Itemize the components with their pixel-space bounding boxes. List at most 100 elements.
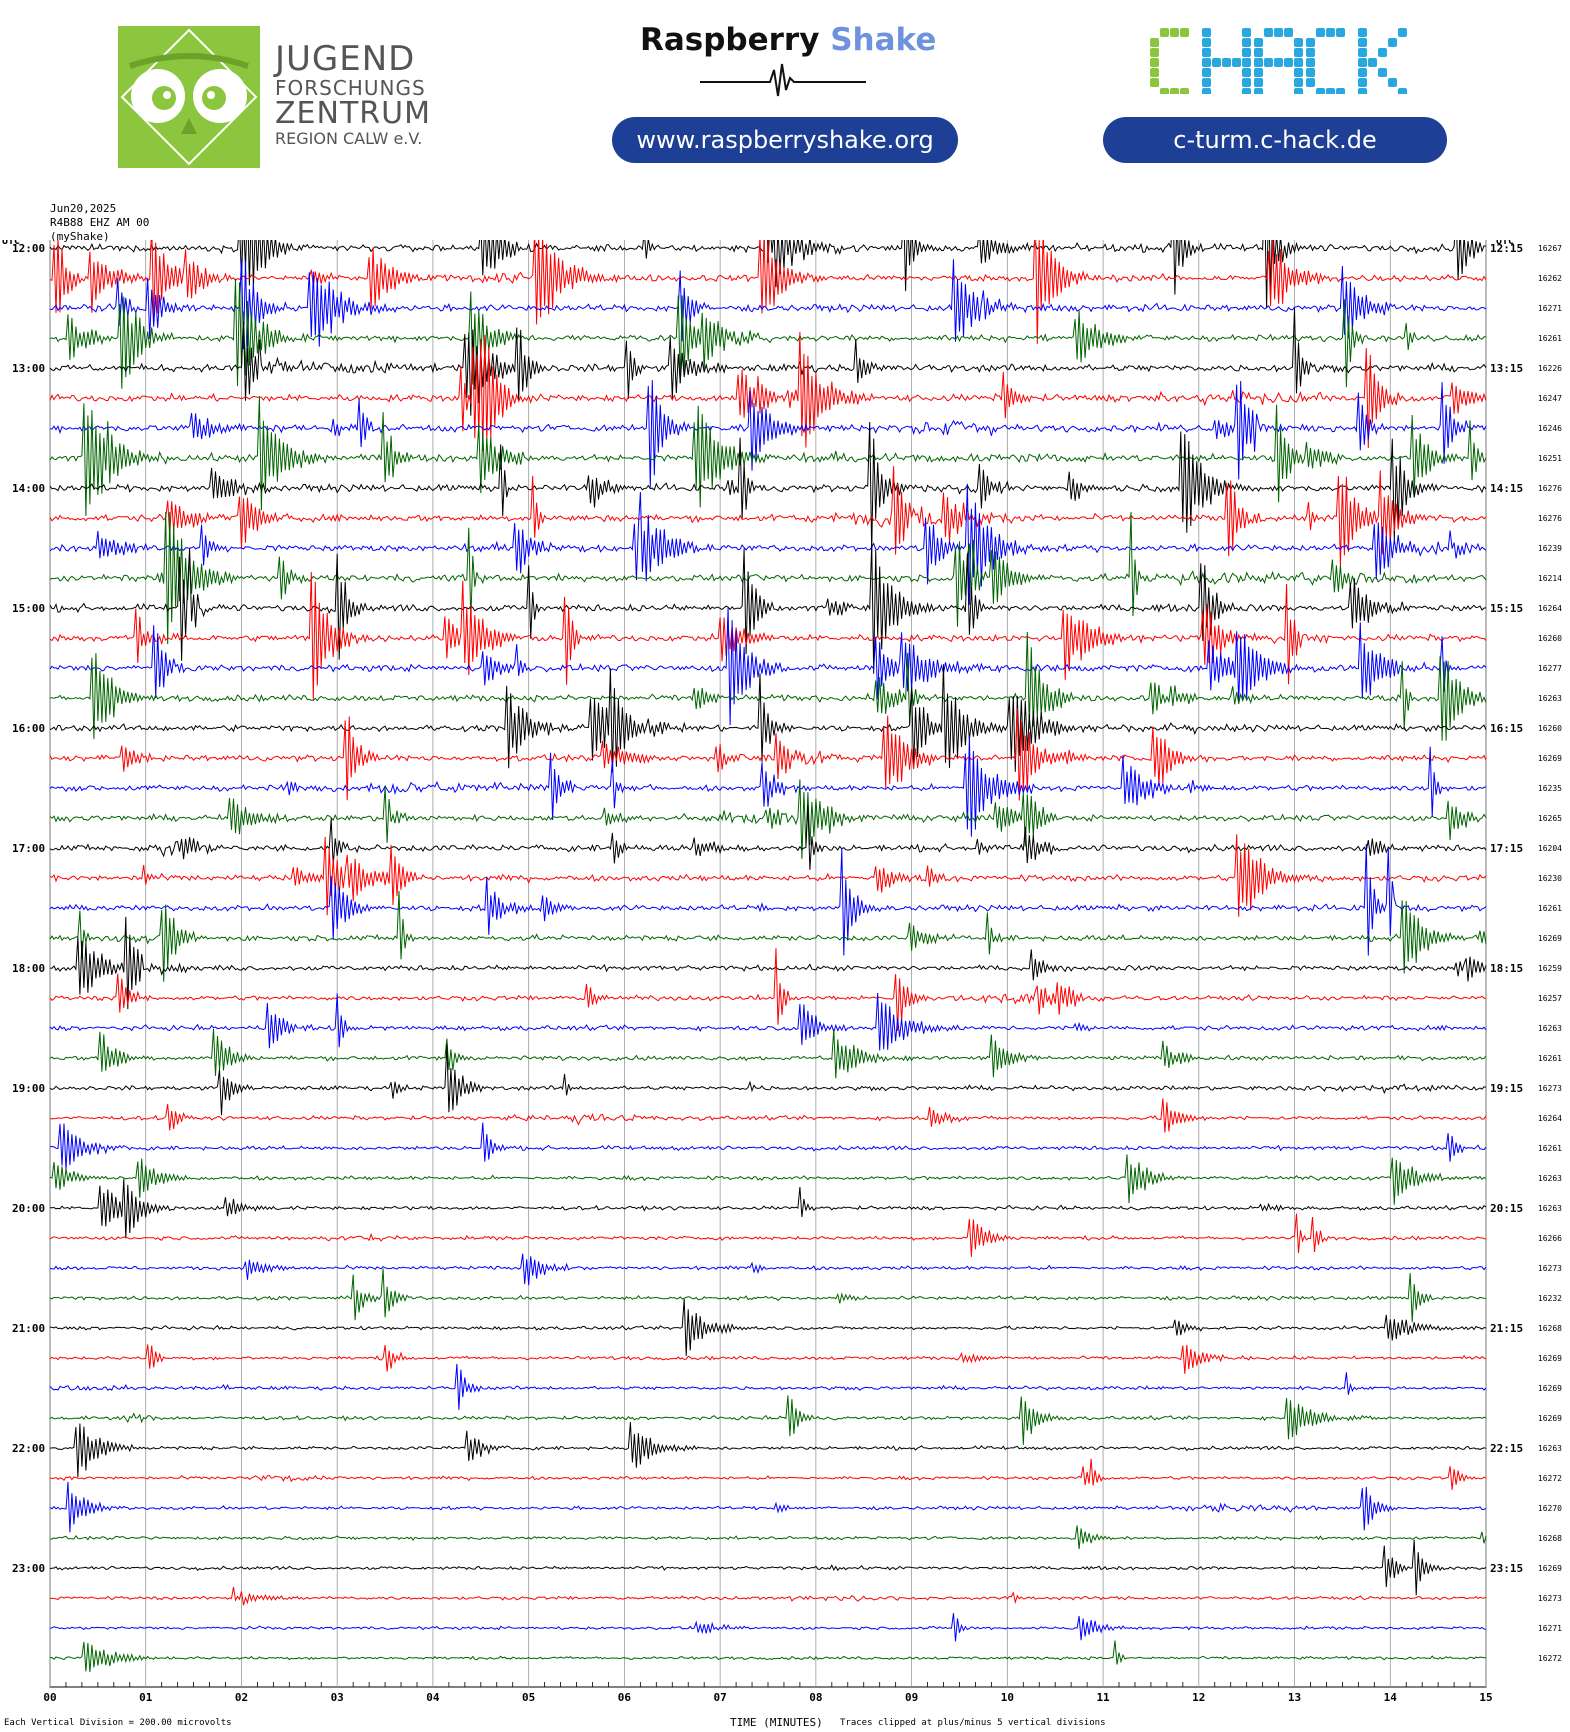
chack-logo-dot [1180, 88, 1189, 94]
dc-offset-label: 16271 [1538, 1624, 1562, 1633]
dc-offset-label: 16277 [1538, 664, 1562, 673]
jfz-line4: REGION CALW e.V. [275, 129, 423, 148]
chack-logo-dot [1294, 78, 1303, 87]
chack-logo-dot [1294, 38, 1303, 47]
dc-offset-label: 16251 [1538, 454, 1562, 463]
chack-logo-dot [1150, 58, 1159, 67]
chack-logo-dot [1378, 48, 1387, 57]
trace-line [49, 1028, 1487, 1079]
x-tick-label: 14 [1384, 1691, 1398, 1704]
x-tick-label: 01 [139, 1691, 153, 1704]
chack-logo-dot [1242, 88, 1251, 94]
trace-line [49, 240, 1487, 309]
x-tick-label: 05 [522, 1691, 535, 1704]
dc-offset-label: 16264 [1538, 1114, 1562, 1123]
trace-line [49, 1525, 1487, 1550]
raspberryshake-url-link[interactable]: www.raspberryshake.org [612, 117, 958, 163]
chack-logo-dot [1398, 88, 1407, 94]
chack-logo-dot [1254, 48, 1263, 57]
dc-offset-label: 16268 [1538, 1534, 1562, 1543]
trace-line [49, 631, 1487, 741]
dc-offset-label: 16269 [1538, 934, 1562, 943]
x-tick-label: 11 [1096, 1691, 1110, 1704]
raspberry-shake-title: Raspberry Shake [640, 22, 936, 58]
chack-logo-dot [1254, 38, 1263, 47]
chack-logo-dot [1358, 68, 1367, 77]
dc-offset-label: 16262 [1538, 274, 1562, 283]
chack-logo-dot [1202, 58, 1211, 67]
chack-logo-dot [1242, 38, 1251, 47]
chack-logo-dot [1284, 28, 1293, 37]
left-hour-label: 15:00 [12, 602, 45, 615]
dc-offset-label: 16239 [1538, 544, 1562, 553]
chack-logo-dot [1222, 58, 1231, 67]
left-hour-label: 19:00 [12, 1082, 45, 1095]
chack-logo-dot [1170, 28, 1179, 37]
dc-offset-label: 16273 [1538, 1084, 1562, 1093]
dc-offset-label: 16263 [1538, 1204, 1562, 1213]
jfz-owl-logo [118, 26, 260, 168]
x-tick-label: 06 [618, 1691, 632, 1704]
chack-url-link[interactable]: c-turm.c-hack.de [1103, 117, 1447, 163]
chack-logo-dot [1326, 88, 1335, 94]
trace-line [49, 278, 1487, 389]
chack-logo-dot [1306, 48, 1315, 57]
trace-line [50, 1298, 1487, 1356]
dc-offset-label: 16268 [1538, 1324, 1562, 1333]
trace-line [49, 948, 1487, 1032]
dc-offset-label: 16204 [1538, 844, 1562, 853]
chack-logo-dot [1274, 28, 1283, 37]
station-meta: Jun20,2025 R4B88 EHZ AM 00 (myShake) [50, 202, 149, 244]
left-hour-label: 22:00 [12, 1442, 45, 1455]
dc-offset-label: 16232 [1538, 1294, 1562, 1303]
chack-logo-dot [1358, 28, 1367, 37]
left-hour-label: 21:00 [12, 1322, 45, 1335]
recording-date: Jun20,2025 [50, 202, 117, 215]
scale-note: Each Vertical Division = 200.00 microvol… [4, 1718, 232, 1728]
dc-offset-label: 16260 [1538, 634, 1562, 643]
clip-note: Traces clipped at plus/minus 5 vertical … [840, 1718, 1106, 1728]
dc-offset-label: 16261 [1538, 334, 1562, 343]
trace-line [49, 834, 1487, 917]
trace-line [49, 843, 1487, 956]
chart-labels: 00 01 02 03 04 05 06 07 08 09 10 11 12 13 14 15 UTC UTC DC… [2, 240, 1562, 1704]
dc-offset-label: 16269 [1538, 1354, 1562, 1363]
left-hour-label: 18:00 [12, 962, 45, 975]
chack-logo-dot [1254, 68, 1263, 77]
left-utc-label: UTC [2, 240, 20, 247]
right-hour-label: 23:15 [1490, 1562, 1523, 1575]
chack-logo-dot [1202, 38, 1211, 47]
dc-offset-label: 16270 [1538, 1504, 1562, 1513]
x-tick-label: 10 [1001, 1691, 1014, 1704]
x-axis-title: TIME (MINUTES) [730, 1716, 823, 1729]
chack-logo-dot [1150, 68, 1159, 77]
chack-logo-dot [1202, 48, 1211, 57]
left-hour-label: 16:00 [12, 722, 45, 735]
trace-line [49, 1344, 1487, 1374]
right-hour-label: 22:15 [1490, 1442, 1523, 1455]
dc-offset-label: 16214 [1538, 574, 1562, 583]
trace-line [49, 571, 1487, 700]
right-hour-label: 18:15 [1490, 962, 1523, 975]
chack-logo-dot [1254, 88, 1263, 94]
shake-word: Shake [830, 22, 937, 58]
trace-line [49, 992, 1487, 1051]
trace-group [49, 240, 1487, 1673]
right-utc-label: UTC [1496, 240, 1514, 247]
chack-logo-dot [1326, 28, 1335, 37]
x-tick-label: 15 [1479, 1691, 1492, 1704]
dc-offset-label: 16265 [1538, 814, 1562, 823]
dc-offset-label: 16259 [1538, 964, 1562, 973]
trace-line [49, 483, 1487, 605]
dc-offset-label: 16247 [1538, 394, 1562, 403]
trace-line [49, 466, 1487, 567]
trace-line [49, 890, 1487, 982]
chack-logo-dot [1202, 78, 1211, 87]
chack-logo-dot [1284, 58, 1293, 67]
chack-logo-dot [1306, 58, 1315, 67]
x-tick-label: 04 [426, 1691, 440, 1704]
trace-line [49, 607, 1487, 726]
dc-offset-label: 16263 [1538, 1174, 1562, 1183]
dc-offset-label: 16264 [1538, 604, 1562, 613]
left-hour-label: 17:00 [12, 842, 45, 855]
